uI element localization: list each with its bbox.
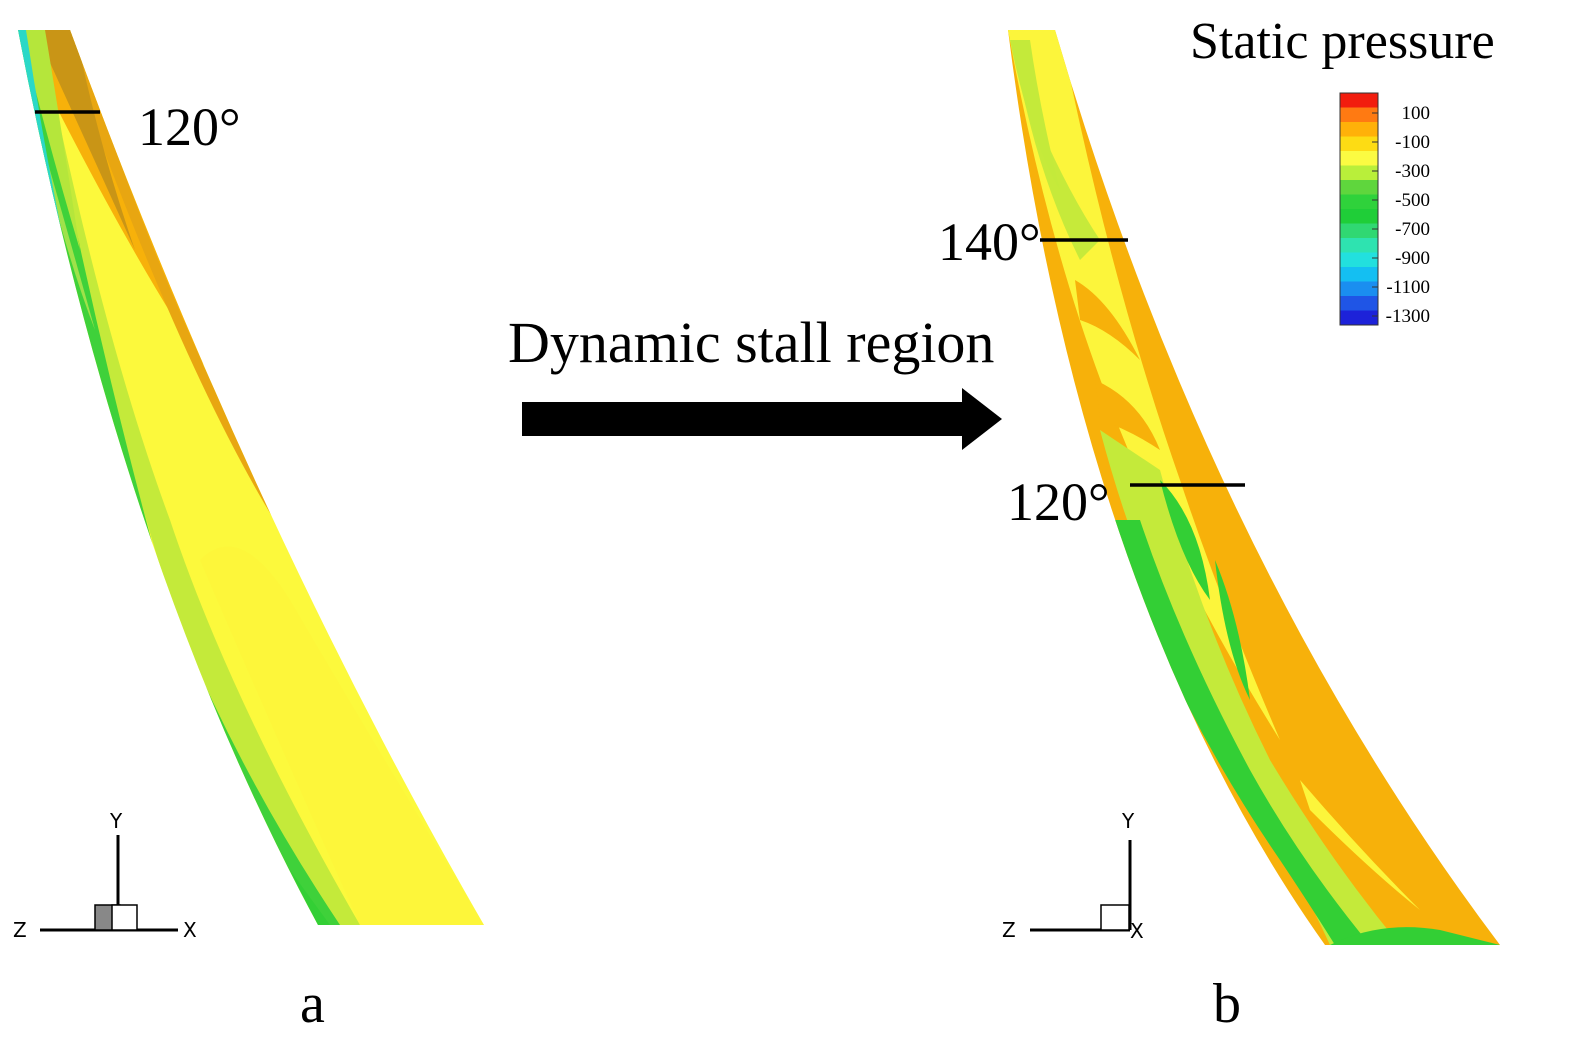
colorbar-swatch — [1340, 238, 1378, 253]
colorbar-level-label: 100 — [1402, 103, 1431, 124]
arrow-label: Dynamic stall region — [508, 310, 994, 375]
colorbar-swatch — [1340, 209, 1378, 224]
colorbar-swatch — [1340, 122, 1378, 137]
axis-x-label-b: X — [1130, 919, 1144, 943]
colorbar-level-label: -700 — [1395, 219, 1430, 240]
colorbar-swatch — [1340, 267, 1378, 282]
colorbar-swatch — [1340, 281, 1378, 297]
colorbar-level-label: -300 — [1395, 161, 1430, 182]
panel-label-a: a — [300, 973, 325, 1035]
colorbar-swatch — [1340, 136, 1378, 152]
colorbar-title: Static pressure — [1190, 13, 1495, 70]
panel-label-b: b — [1213, 973, 1241, 1035]
axis-y-label-b: Y — [1121, 809, 1135, 833]
axis-z-label-a: Z — [13, 918, 27, 942]
colorbar-level-label: -500 — [1395, 190, 1430, 211]
colorbar-swatch — [1340, 310, 1378, 326]
axis-triad-b: Y Z X — [1002, 809, 1144, 943]
colorbar-swatch — [1340, 296, 1378, 311]
colorbar-level-label: -100 — [1395, 132, 1430, 153]
axis-z-label-b: Z — [1002, 918, 1016, 942]
colorbar-swatch — [1340, 165, 1378, 181]
colorbar-swatch — [1340, 194, 1378, 210]
angle-label-b-140: 140° — [938, 212, 1041, 272]
colorbar-swatch — [1340, 252, 1378, 268]
colorbar — [1339, 92, 1379, 326]
axis-y-label-a: Y — [109, 809, 123, 833]
blade-b — [1008, 30, 1500, 945]
colorbar-swatch — [1340, 151, 1378, 166]
arrow-right — [522, 388, 1002, 450]
colorbar-level-label: -1100 — [1386, 277, 1430, 298]
colorbar-level-label: -900 — [1395, 248, 1430, 269]
colorbar-swatch — [1340, 180, 1378, 195]
colorbar-border — [1339, 92, 1379, 326]
colorbar-level-label: -1300 — [1386, 306, 1430, 327]
axis-x-label-a: X — [183, 918, 197, 942]
colorbar-swatch — [1340, 93, 1378, 108]
angle-label-b-120: 120° — [1007, 472, 1110, 532]
colorbar-swatch — [1340, 107, 1378, 123]
colorbar-labels: 100 -100 -300 -500 -700 -900 -1100 -1300 — [1372, 103, 1430, 327]
blade-a — [18, 30, 484, 925]
colorbar-swatch — [1340, 223, 1378, 239]
angle-label-a-120: 120° — [138, 97, 241, 157]
axis-triad-a: Y Z X — [13, 809, 197, 942]
